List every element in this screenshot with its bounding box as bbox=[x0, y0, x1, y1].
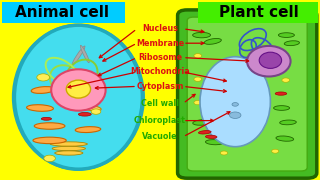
Text: Cytoplasm: Cytoplasm bbox=[136, 82, 184, 91]
Ellipse shape bbox=[200, 57, 270, 147]
Ellipse shape bbox=[193, 32, 211, 38]
Ellipse shape bbox=[229, 112, 241, 118]
Text: Nucleus: Nucleus bbox=[142, 24, 178, 33]
Ellipse shape bbox=[75, 127, 101, 132]
Ellipse shape bbox=[272, 149, 279, 153]
Ellipse shape bbox=[275, 92, 287, 95]
Ellipse shape bbox=[205, 135, 217, 138]
Text: Chloroplast: Chloroplast bbox=[134, 116, 186, 125]
Text: Membrane: Membrane bbox=[136, 39, 184, 48]
Ellipse shape bbox=[72, 46, 85, 66]
Ellipse shape bbox=[220, 151, 228, 155]
Ellipse shape bbox=[37, 74, 50, 81]
Ellipse shape bbox=[193, 120, 212, 125]
Ellipse shape bbox=[284, 41, 300, 46]
Ellipse shape bbox=[232, 103, 238, 106]
Ellipse shape bbox=[80, 45, 89, 63]
Ellipse shape bbox=[33, 137, 66, 144]
Ellipse shape bbox=[278, 33, 294, 37]
FancyBboxPatch shape bbox=[2, 2, 125, 23]
Ellipse shape bbox=[27, 105, 53, 111]
Ellipse shape bbox=[205, 140, 223, 145]
FancyBboxPatch shape bbox=[178, 10, 317, 178]
Text: Vacuole: Vacuole bbox=[142, 132, 178, 141]
Ellipse shape bbox=[31, 87, 55, 93]
Ellipse shape bbox=[274, 106, 290, 110]
Ellipse shape bbox=[52, 146, 85, 151]
Ellipse shape bbox=[194, 100, 202, 105]
FancyBboxPatch shape bbox=[187, 17, 307, 171]
Ellipse shape bbox=[66, 80, 91, 98]
Text: Ribosome: Ribosome bbox=[138, 53, 182, 62]
Ellipse shape bbox=[78, 112, 91, 116]
Ellipse shape bbox=[198, 130, 211, 134]
Text: Mitochondria: Mitochondria bbox=[130, 68, 190, 76]
Ellipse shape bbox=[41, 117, 52, 120]
Ellipse shape bbox=[247, 46, 291, 76]
Text: Animal cell: Animal cell bbox=[15, 5, 109, 20]
Ellipse shape bbox=[276, 136, 294, 141]
Ellipse shape bbox=[194, 77, 202, 81]
Ellipse shape bbox=[55, 151, 83, 155]
Ellipse shape bbox=[14, 25, 142, 169]
Text: Plant cell: Plant cell bbox=[219, 5, 299, 20]
Ellipse shape bbox=[50, 142, 87, 146]
Ellipse shape bbox=[51, 69, 106, 111]
Ellipse shape bbox=[81, 105, 101, 111]
Ellipse shape bbox=[194, 54, 202, 58]
Ellipse shape bbox=[12, 24, 145, 171]
Ellipse shape bbox=[280, 120, 296, 125]
Ellipse shape bbox=[204, 39, 221, 44]
Ellipse shape bbox=[44, 155, 55, 162]
FancyBboxPatch shape bbox=[198, 2, 318, 23]
Ellipse shape bbox=[282, 78, 290, 82]
Ellipse shape bbox=[259, 52, 282, 68]
Ellipse shape bbox=[91, 109, 101, 114]
Ellipse shape bbox=[34, 123, 65, 129]
Text: Cell wall: Cell wall bbox=[141, 99, 179, 108]
